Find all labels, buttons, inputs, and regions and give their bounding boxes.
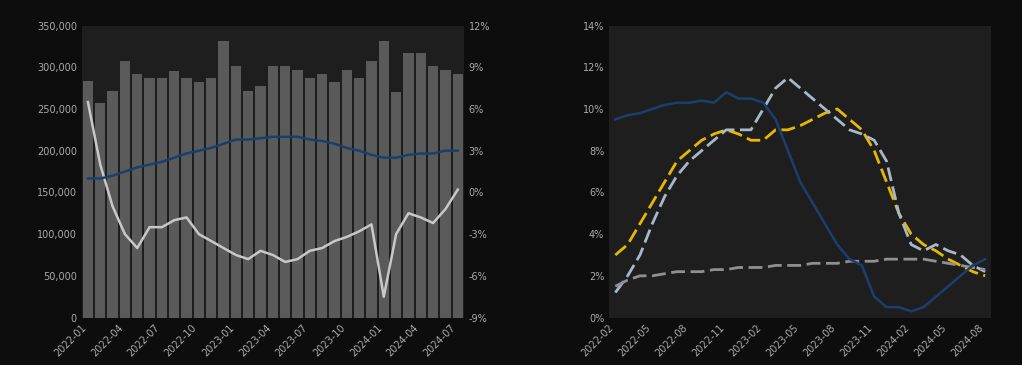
Bar bbox=[390, 92, 402, 318]
Bar bbox=[95, 103, 105, 318]
Bar bbox=[132, 74, 142, 318]
Bar bbox=[404, 53, 414, 318]
Bar bbox=[144, 78, 154, 318]
Bar bbox=[156, 78, 168, 318]
Bar bbox=[354, 78, 365, 318]
Bar bbox=[329, 82, 339, 318]
Bar bbox=[219, 41, 229, 318]
Bar bbox=[193, 82, 204, 318]
Bar bbox=[366, 61, 377, 318]
Bar bbox=[453, 74, 463, 318]
Bar bbox=[292, 70, 303, 318]
Bar bbox=[268, 66, 278, 318]
Bar bbox=[169, 72, 180, 318]
Bar bbox=[440, 70, 451, 318]
Bar bbox=[243, 91, 253, 318]
Bar bbox=[83, 81, 93, 318]
Bar bbox=[378, 41, 389, 318]
Bar bbox=[305, 78, 315, 318]
Bar bbox=[280, 66, 290, 318]
Bar bbox=[181, 78, 192, 318]
Bar bbox=[206, 78, 217, 318]
Bar bbox=[256, 87, 266, 318]
Bar bbox=[231, 66, 241, 318]
Bar bbox=[317, 74, 327, 318]
Bar bbox=[341, 70, 352, 318]
Bar bbox=[107, 91, 118, 318]
Bar bbox=[416, 53, 426, 318]
Bar bbox=[120, 61, 130, 318]
Bar bbox=[428, 66, 438, 318]
